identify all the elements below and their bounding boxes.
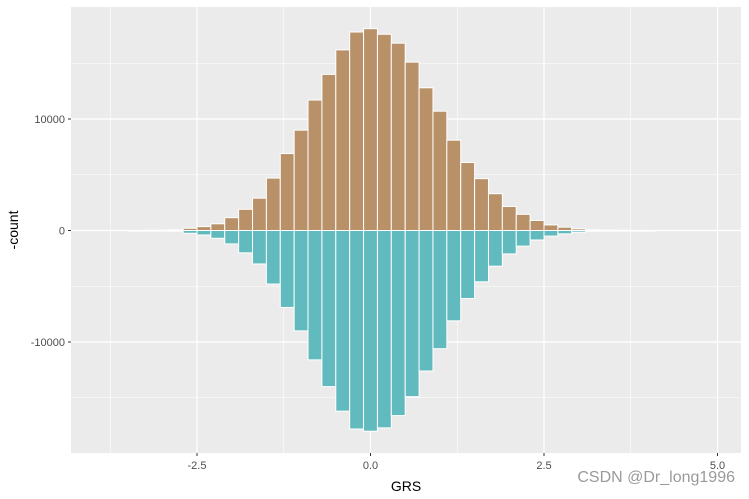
histogram-bar-lower (501, 230, 517, 255)
histogram-bar-lower (168, 230, 184, 232)
histogram-bar-upper (349, 31, 365, 231)
histogram-bar-upper (238, 208, 254, 232)
histogram-bar-upper (293, 129, 309, 231)
x-tick-label: 5.0 (710, 460, 725, 472)
histogram-bar-lower (404, 230, 420, 398)
histogram-bar-lower (127, 230, 142, 232)
histogram-bar-upper (446, 139, 462, 231)
x-axis: -2.5 0.0 2.5 5.0 (188, 453, 725, 472)
x-tick-label: 0.0 (363, 460, 378, 472)
histogram-bar-lower (196, 230, 212, 236)
histogram-bar-lower (279, 230, 295, 308)
histogram-bar-upper (501, 206, 517, 231)
histogram-bar-lower (585, 230, 601, 232)
histogram-bar-lower (474, 230, 489, 283)
x-axis-title: GRS (391, 478, 421, 494)
histogram-bar-upper (279, 153, 295, 231)
histogram-bar-upper (432, 110, 448, 231)
histogram-bar-upper (487, 193, 503, 231)
watermark: CSDN @Dr_long1996 (577, 469, 735, 486)
histogram-bar-lower (293, 230, 309, 332)
histogram-bar-lower (363, 230, 378, 432)
y-axis: -10000 0 10000 (31, 114, 71, 349)
histogram-bar-upper (515, 213, 531, 232)
histogram-bar-lower (349, 230, 365, 430)
histogram-bar-lower (460, 230, 476, 300)
histogram-bar-upper (390, 42, 406, 232)
histogram-bar-lower (543, 230, 559, 237)
histogram-bar-lower (515, 230, 531, 247)
y-tick-label: 10000 (34, 114, 65, 126)
histogram-bar-lower (224, 230, 240, 245)
histogram-bar-upper (363, 28, 378, 232)
x-tick-label: -2.5 (188, 460, 207, 472)
histogram-bar-lower (529, 230, 545, 241)
y-tick-label: -10000 (31, 337, 65, 349)
histogram-bar-lower (390, 230, 406, 417)
histogram-bar-upper (376, 33, 392, 232)
histogram-bar-lower (252, 230, 267, 265)
histogram-bar-upper (224, 217, 240, 232)
histogram-bar-lower (640, 230, 656, 232)
histogram-bar-lower (376, 230, 392, 429)
histogram-bar-upper (418, 87, 434, 231)
histogram-bar-lower (418, 230, 434, 372)
y-tick-label: 0 (59, 226, 65, 238)
histogram-bar-upper (265, 177, 281, 231)
histogram-bar-lower (307, 230, 323, 361)
histogram-bar-upper (307, 99, 323, 231)
histogram-bar-upper (335, 49, 351, 232)
histogram-bar-upper (543, 224, 559, 232)
x-tick-label: 2.5 (536, 460, 551, 472)
histogram-bar-lower (210, 230, 226, 239)
y-axis-title: -count (5, 210, 21, 249)
histogram-bar-lower (238, 230, 254, 254)
histogram-bar-lower (599, 230, 614, 232)
histogram-bar-lower (265, 230, 281, 285)
histogram-bar-upper (474, 178, 489, 231)
histogram-bar-upper (252, 197, 267, 231)
histogram-bar-lower (487, 230, 503, 267)
histogram-bar-lower (154, 230, 170, 232)
histogram-bar-upper (557, 226, 573, 231)
histogram-bar-upper (460, 161, 476, 231)
histogram-bar-upper (529, 219, 545, 231)
histogram-bar-lower (571, 230, 587, 233)
histogram-bar-lower (335, 230, 351, 412)
histogram-bar-lower (182, 230, 198, 234)
histogram-bar-lower (626, 230, 642, 232)
histogram-bar-lower (321, 230, 337, 388)
histogram-bar-upper (196, 226, 212, 232)
histogram-bar-lower (140, 230, 156, 232)
histogram-bars (127, 28, 656, 432)
histogram-bar-lower (432, 230, 448, 350)
histogram-bar-lower (612, 230, 628, 232)
histogram-bar-lower (557, 230, 573, 235)
histogram-bar-upper (321, 73, 337, 232)
histogram-bar-lower (446, 230, 462, 322)
histogram-bar-upper (210, 223, 226, 231)
histogram-bar-upper (404, 61, 420, 232)
